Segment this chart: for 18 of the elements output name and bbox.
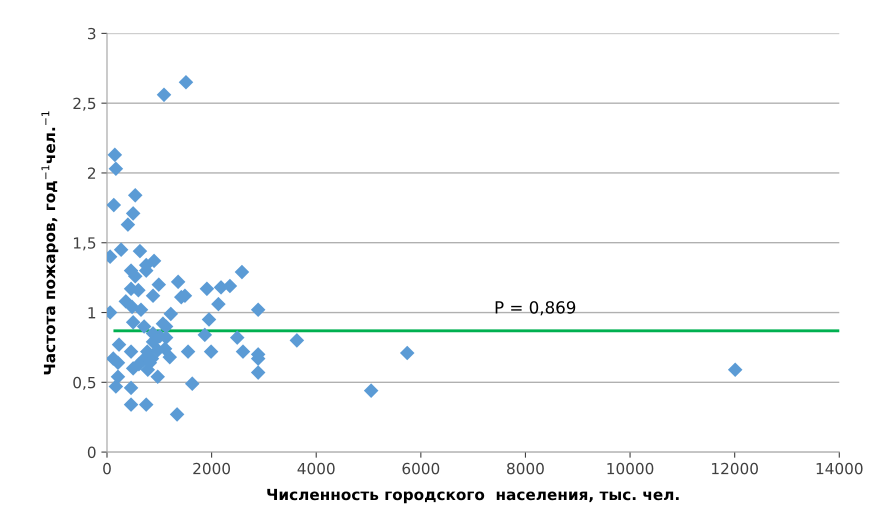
x-tick-label: 14000 bbox=[816, 462, 863, 474]
y-tick-label: 2 bbox=[88, 167, 96, 179]
x-tick-label: 8000 bbox=[507, 462, 544, 474]
x-tick-label: 2000 bbox=[193, 462, 230, 474]
x-tick-label: 10000 bbox=[607, 462, 654, 474]
y-tick-label: 0 bbox=[88, 446, 96, 458]
y-tick-label: 1,5 bbox=[74, 237, 96, 250]
y-tick-label: 0,5 bbox=[73, 376, 96, 390]
x-tick-label: 6000 bbox=[402, 462, 440, 474]
y-tick-label: 3 bbox=[88, 28, 96, 40]
y-axis-title: Частота пожаров, год$^{−1}$чел.$^{−1}$ bbox=[41, 111, 58, 374]
y-tick-label: 1 bbox=[88, 307, 96, 318]
x-tick-label: 4000 bbox=[298, 462, 335, 474]
x-tick-label: 12000 bbox=[712, 462, 758, 474]
x-tick-label: 0 bbox=[103, 462, 111, 474]
x-axis-title: Численность городского населения, тыс. чел. bbox=[267, 488, 679, 504]
y-tick-label: 2,5 bbox=[73, 98, 96, 111]
annotation: P = 0,869 bbox=[496, 301, 576, 316]
